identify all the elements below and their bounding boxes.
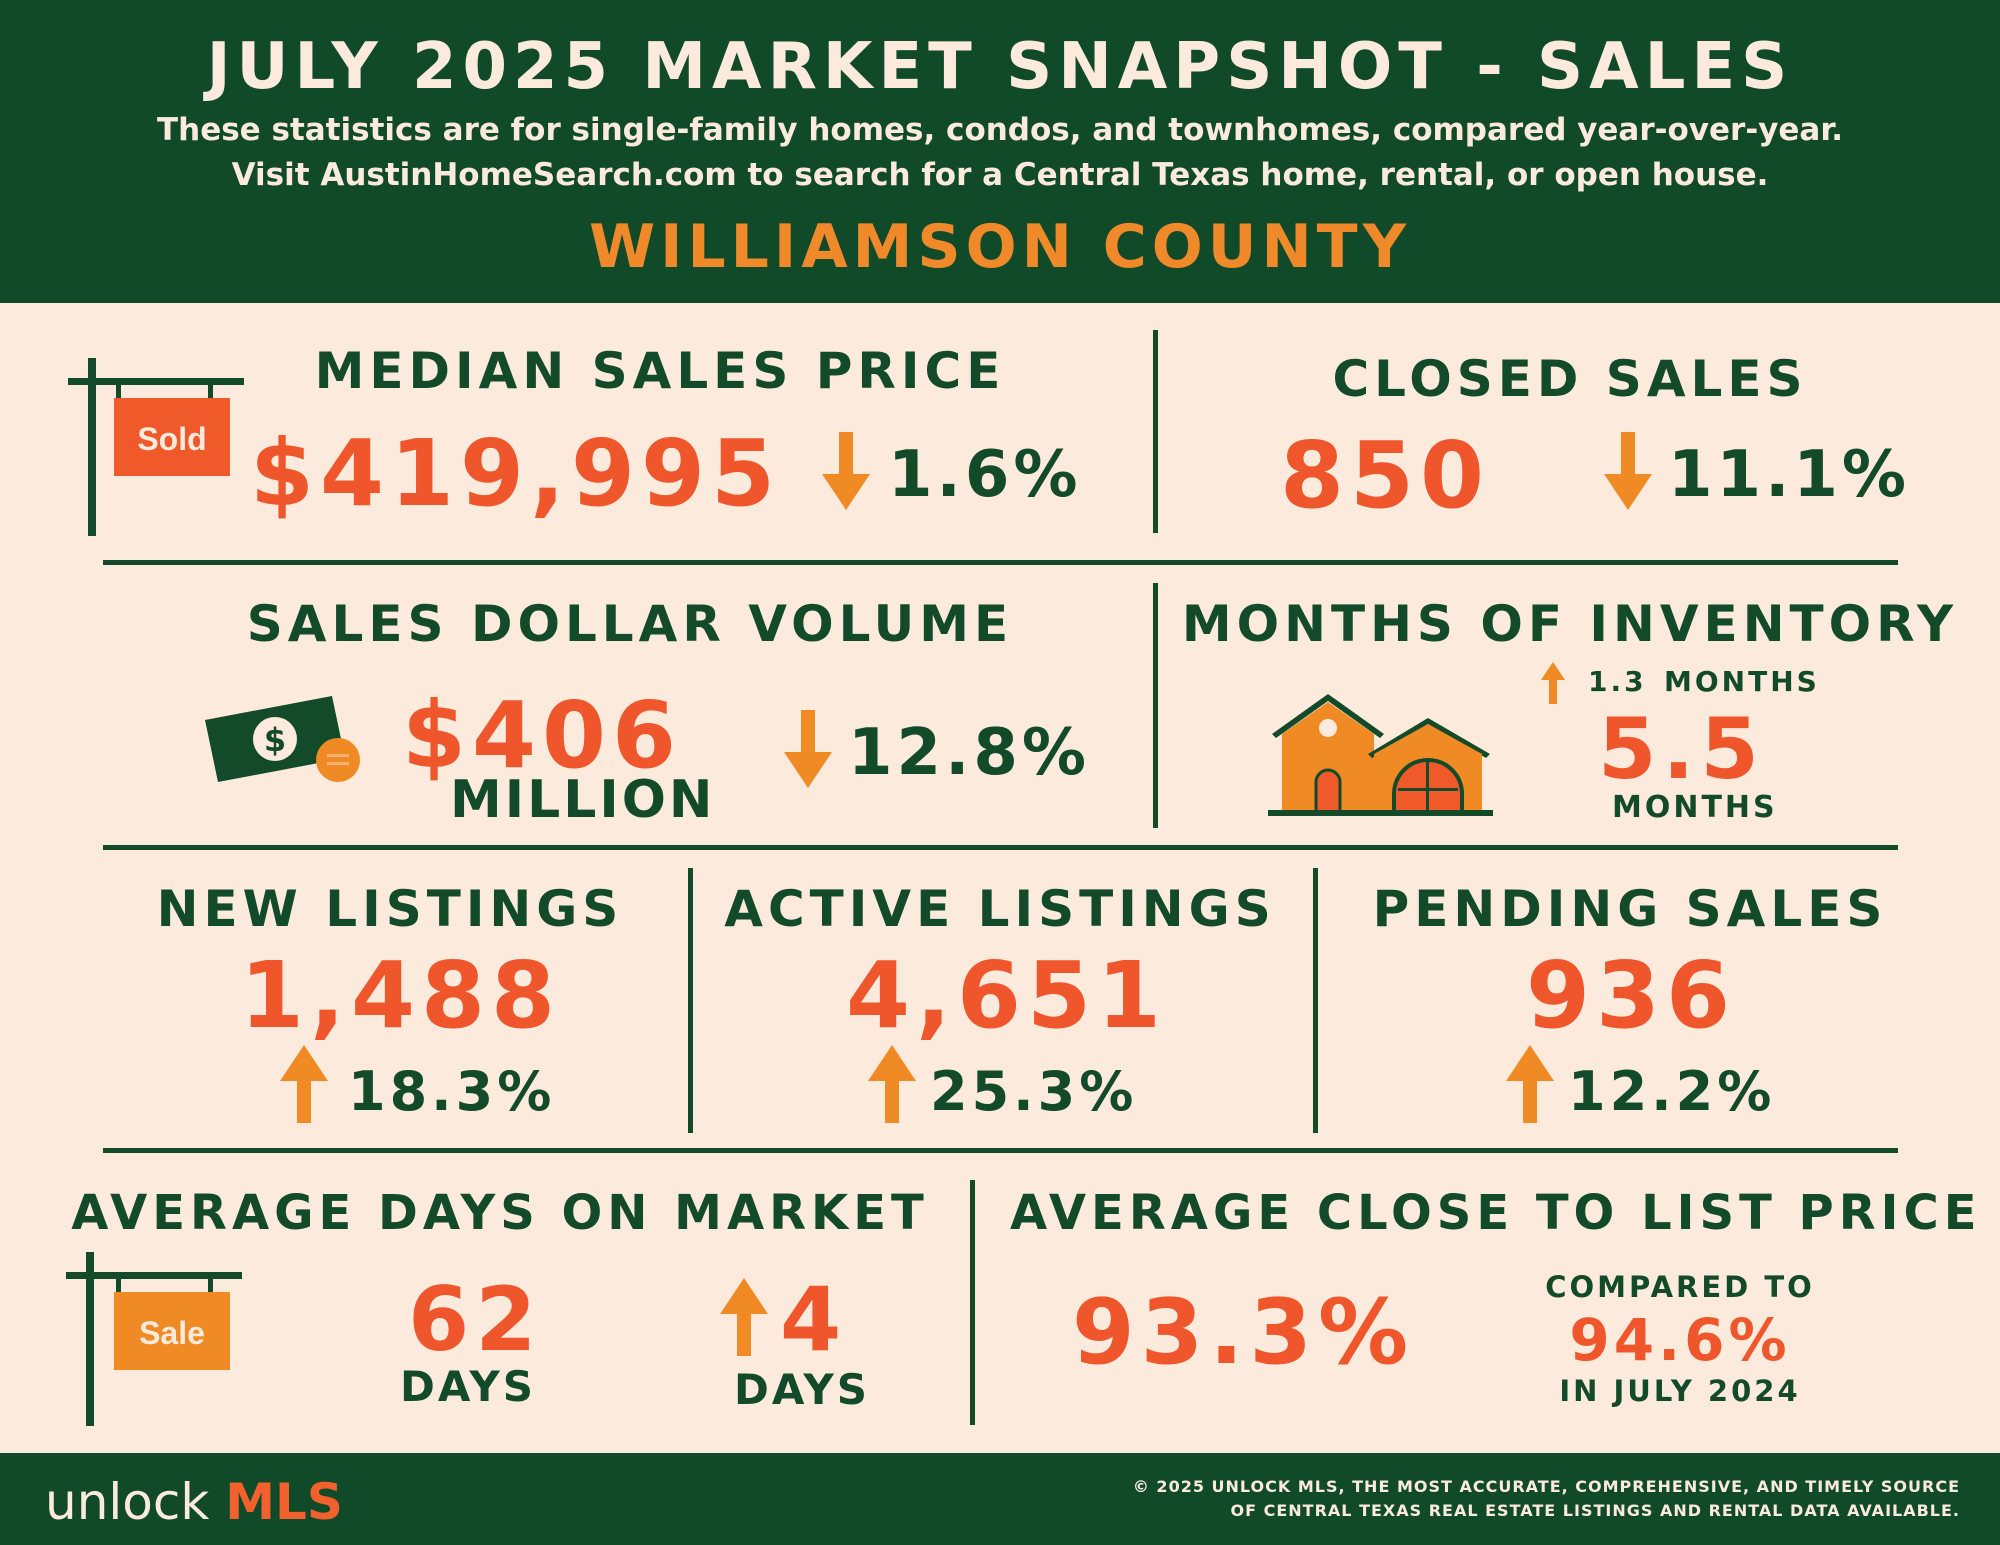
new-listings-change: 18.3% — [348, 1060, 556, 1123]
median-sales-price-value: $419,995 — [250, 420, 782, 527]
median-sales-price-change: 1.6% — [888, 438, 1082, 512]
sales-dollar-volume-value: $406 — [402, 682, 683, 789]
compared-to-label: COMPARED TO — [1545, 1270, 1815, 1304]
divider-col-2 — [1153, 583, 1158, 828]
arrow-up-icon — [868, 1045, 916, 1123]
sale-sign-label: Sale — [139, 1315, 205, 1351]
arrow-up-icon — [720, 1278, 768, 1356]
county-title: WILLIAMSON COUNTY — [588, 212, 1412, 282]
divider-row-1 — [103, 560, 1898, 565]
avg-days-on-market-value: 62 — [408, 1268, 543, 1371]
divider-col-3 — [688, 868, 693, 1133]
closed-sales-value: 850 — [1280, 422, 1491, 529]
months-of-inventory-value: 5.5 — [1598, 700, 1765, 798]
compared-period: IN JULY 2024 — [1559, 1374, 1801, 1408]
divider-col-5 — [970, 1180, 975, 1425]
avg-days-on-market-change-unit: DAYS — [734, 1365, 871, 1414]
house-icon — [1268, 694, 1493, 816]
sales-dollar-volume-label: SALES DOLLAR VOLUME — [246, 595, 1014, 653]
avg-close-to-list-value: 93.3% — [1072, 1280, 1415, 1385]
active-listings-change: 25.3% — [930, 1060, 1138, 1123]
arrow-down-icon — [784, 710, 832, 788]
new-listings-value: 1,488 — [240, 942, 562, 1049]
compared-value: 94.6% — [1569, 1306, 1791, 1374]
copyright-line-1: © 2025 UNLOCK MLS, THE MOST ACCURATE, CO… — [1132, 1477, 1960, 1496]
avg-days-on-market-change: 4 — [780, 1268, 842, 1371]
logo-word: unlock — [45, 1473, 210, 1531]
sold-sign-label: Sold — [137, 421, 206, 457]
subtitle-line-2: Visit AustinHomeSearch.com to search for… — [231, 157, 1769, 193]
months-of-inventory-change-unit: MONTHS — [1664, 665, 1820, 698]
arrow-up-icon — [1541, 662, 1565, 704]
arrow-up-icon — [280, 1045, 328, 1123]
avg-close-to-list-label: AVERAGE CLOSE TO LIST PRICE — [1010, 1185, 1982, 1241]
sale-sign-icon: Sale — [66, 1252, 242, 1426]
arrow-down-icon — [1604, 432, 1652, 510]
months-of-inventory-change: 1.3 — [1588, 665, 1647, 698]
months-of-inventory-label: MONTHS OF INVENTORY — [1181, 595, 1959, 653]
unlock-mls-logo: unlock MLS — [45, 1473, 343, 1531]
header-banner: JULY 2025 MARKET SNAPSHOT - SALES These … — [0, 0, 2000, 303]
divider-col-1 — [1153, 330, 1158, 533]
closed-sales-label: CLOSED SALES — [1332, 350, 1808, 408]
logo-brand: MLS — [225, 1473, 343, 1531]
arrow-up-icon — [1506, 1045, 1554, 1123]
sold-sign-icon: Sold — [68, 358, 244, 536]
divider-col-4 — [1313, 868, 1318, 1133]
closed-sales-change: 11.1% — [1668, 438, 1911, 512]
svg-text:$: $ — [264, 721, 286, 759]
sales-dollar-volume-unit: MILLION — [450, 770, 716, 830]
pending-sales-label: PENDING SALES — [1372, 880, 1888, 938]
median-sales-price-label: MEDIAN SALES PRICE — [314, 342, 1006, 400]
new-listings-label: NEW LISTINGS — [156, 880, 624, 938]
pending-sales-value: 936 — [1526, 942, 1737, 1049]
active-listings-value: 4,651 — [846, 942, 1168, 1049]
divider-row-2 — [103, 845, 1898, 850]
page-title: JULY 2025 MARKET SNAPSHOT - SALES — [206, 30, 1794, 104]
avg-days-on-market-unit: DAYS — [400, 1362, 537, 1411]
avg-days-on-market-label: AVERAGE DAYS ON MARKET — [71, 1185, 929, 1241]
copyright-text: © 2025 UNLOCK MLS, THE MOST ACCURATE, CO… — [1133, 1475, 1960, 1523]
subtitle-line-1: These statistics are for single-family h… — [156, 112, 1843, 148]
money-icon: $ — [205, 696, 360, 782]
sales-dollar-volume-change: 12.8% — [848, 716, 1091, 790]
pending-sales-change: 12.2% — [1568, 1060, 1776, 1123]
active-listings-label: ACTIVE LISTINGS — [724, 880, 1276, 938]
months-of-inventory-unit: MONTHS — [1612, 790, 1778, 825]
divider-row-3 — [103, 1148, 1898, 1153]
footer-banner: unlock MLS © 2025 UNLOCK MLS, THE MOST A… — [0, 1453, 2000, 1545]
copyright-line-2: OF CENTRAL TEXAS REAL ESTATE LISTINGS AN… — [1230, 1501, 1960, 1520]
arrow-down-icon — [822, 432, 870, 510]
